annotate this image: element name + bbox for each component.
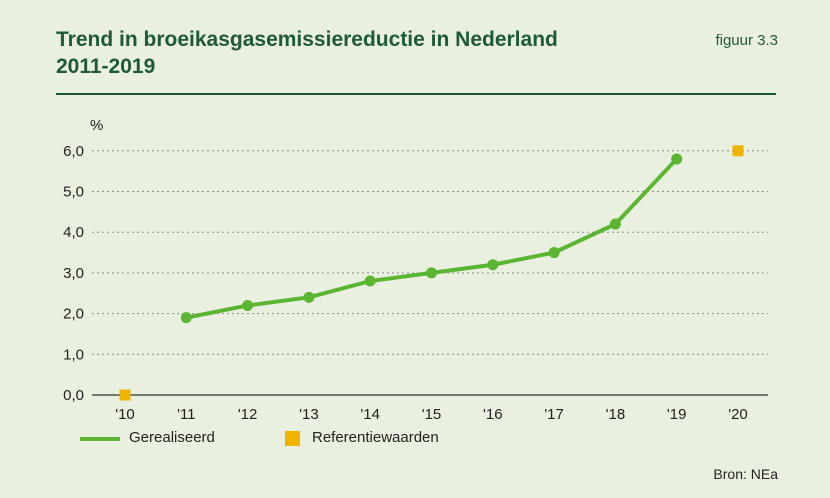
data-point-gerealiseerd xyxy=(671,153,683,165)
legend-square-swatch xyxy=(285,431,300,446)
y-tick-label: 4,0 xyxy=(63,224,84,241)
chart-title: Trend in broeikasgasemissiereductie in N… xyxy=(56,26,558,80)
x-tick-label: '10 xyxy=(115,406,135,423)
source-note: Bron: NEa xyxy=(713,466,778,482)
y-tick-labels: 0,0 1,0 2,0 3,0 4,0 5,0 6,0 xyxy=(63,143,84,404)
legend-line-swatch xyxy=(80,437,120,441)
x-tick-label: '17 xyxy=(544,406,564,423)
data-point-gerealiseerd xyxy=(364,275,376,287)
data-point-gerealiseerd xyxy=(242,299,254,311)
reference-marker xyxy=(119,389,131,401)
legend-label-gerealiseerd: Gerealiseerd xyxy=(129,429,215,446)
data-point-gerealiseerd xyxy=(609,218,621,230)
figure-label: figuur 3.3 xyxy=(715,32,778,49)
grid-layer xyxy=(92,150,768,396)
x-tick-label: '18 xyxy=(606,406,626,423)
chart-title-line1: Trend in broeikasgasemissiereductie in N… xyxy=(56,28,558,51)
data-point-gerealiseerd xyxy=(180,312,192,324)
y-tick-label: 5,0 xyxy=(63,184,84,201)
series-line-gerealiseerd xyxy=(184,156,679,320)
x-tick-labels: '10 '11 '12 '13 '14 '15 '16 '17 '18 '19 '20 xyxy=(115,406,748,423)
x-tick-label: '20 xyxy=(728,406,748,423)
y-axis-label: % xyxy=(90,117,103,134)
x-tick-label: '11 xyxy=(177,406,195,423)
y-tick-label: 2,0 xyxy=(63,306,84,323)
data-point-gerealiseerd xyxy=(303,291,315,303)
chart-title-line2: 2011-2019 xyxy=(56,55,156,78)
x-tick-label: '15 xyxy=(422,406,442,423)
x-tick-label: '13 xyxy=(299,406,319,423)
y-tick-label: 3,0 xyxy=(63,265,84,282)
data-point-gerealiseerd xyxy=(487,259,499,271)
x-tick-label: '12 xyxy=(238,406,258,423)
x-tick-label: '16 xyxy=(483,406,503,423)
data-point-gerealiseerd xyxy=(548,247,560,259)
y-tick-label: 6,0 xyxy=(63,143,84,160)
series-layer xyxy=(119,145,744,401)
title-divider xyxy=(56,93,776,95)
reference-marker xyxy=(732,145,744,157)
x-tick-label: '19 xyxy=(667,406,687,423)
y-tick-label: 0,0 xyxy=(63,387,84,404)
x-tick-label: '14 xyxy=(360,406,380,423)
data-point-gerealiseerd xyxy=(426,267,437,279)
y-tick-label: 1,0 xyxy=(63,346,84,363)
legend-label-referentiewaarden: Referentiewaarden xyxy=(312,429,439,446)
